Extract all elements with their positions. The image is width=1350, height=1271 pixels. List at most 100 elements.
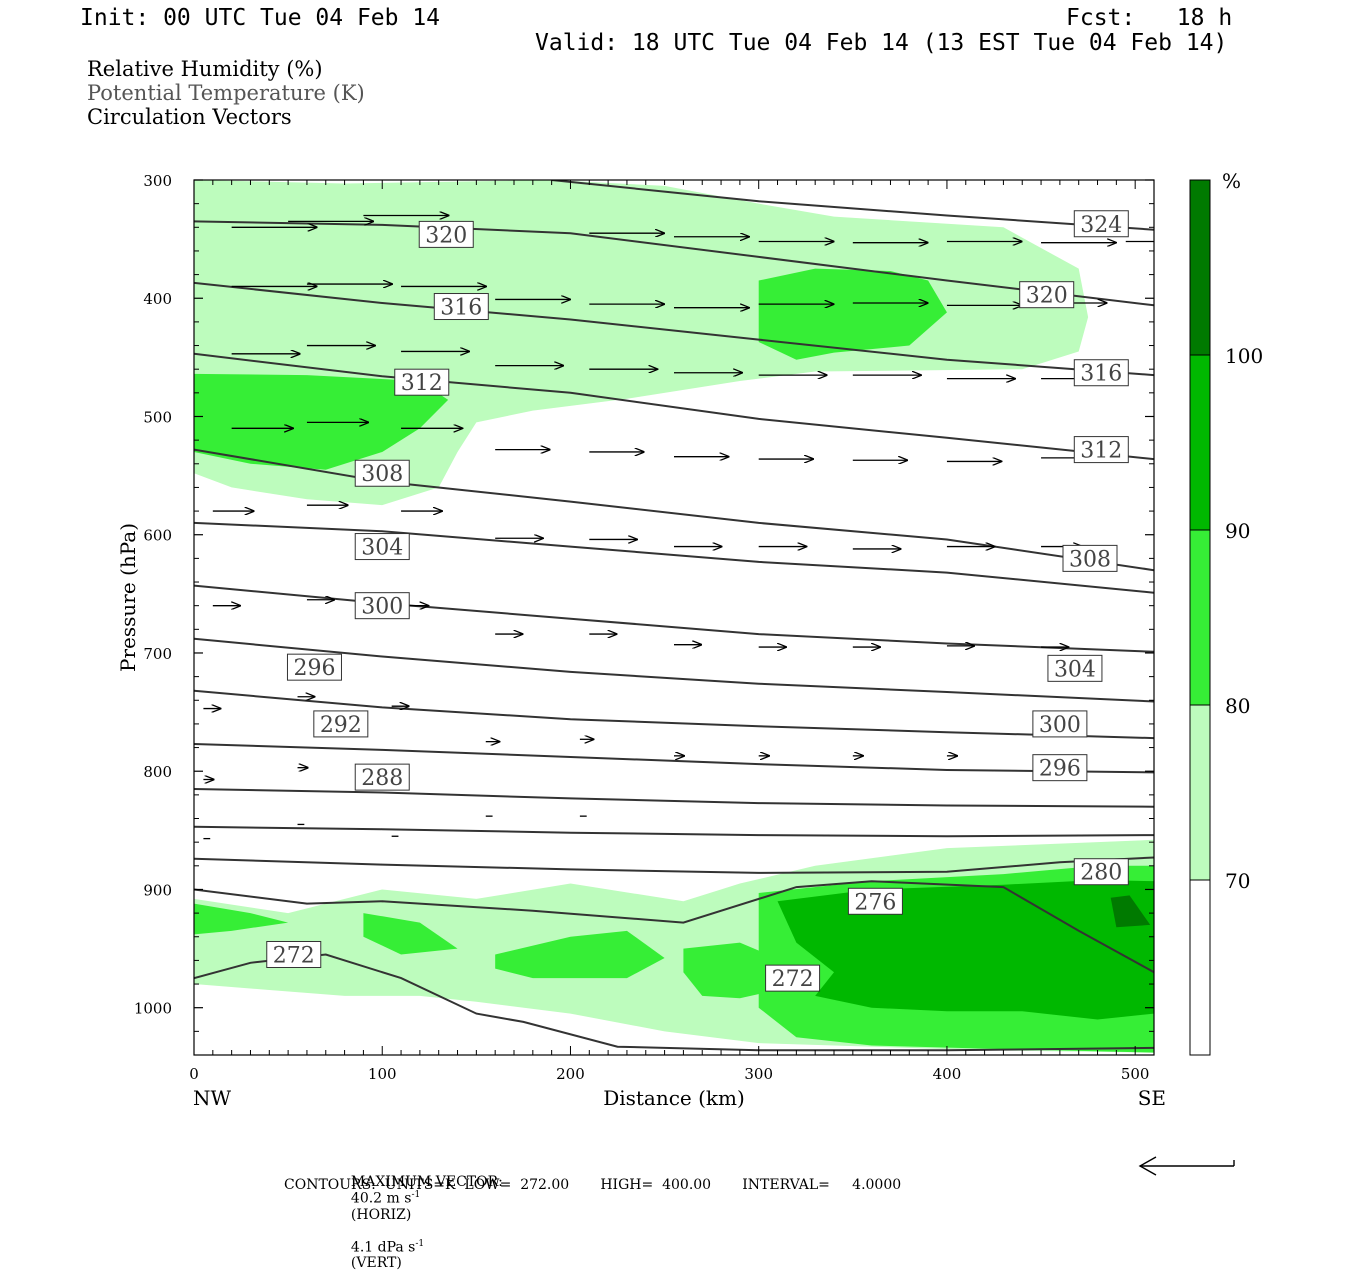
contour-label-9: 304 — [354, 533, 410, 561]
contour-label-0: 324 — [1073, 210, 1129, 238]
contour-label-box — [765, 964, 821, 992]
contour-label-text: 292 — [320, 713, 362, 738]
y-tick-label-800: 800 — [143, 763, 172, 781]
y-tick-label-300: 300 — [143, 172, 172, 190]
contour-label-text: 300 — [1039, 713, 1081, 738]
rh-region-100-10 — [1110, 895, 1151, 928]
contour-label-text: 288 — [361, 766, 403, 791]
isentrope-284 — [194, 825, 1154, 838]
vert-tag: (VERT) — [350, 1255, 402, 1271]
colorbar-label-80: 80 — [1225, 694, 1250, 718]
contour-label-text: 296 — [1039, 757, 1081, 782]
contour-label-2: 320 — [1019, 281, 1075, 309]
max-vector-line: MAXIMUM VECTOR: 40.2 m s-1 (HORIZ) 4.1 d… — [342, 1158, 503, 1271]
x-tick-label-400: 400 — [933, 1065, 962, 1083]
isentrope-316 — [194, 281, 1154, 377]
contour-label-box — [394, 368, 450, 396]
contour-label-box — [1032, 710, 1088, 738]
contour-label-text: 276 — [854, 890, 896, 915]
isentrope-320 — [194, 220, 1154, 307]
contour-label-box — [1062, 544, 1118, 572]
x-tick-label-0: 0 — [189, 1065, 199, 1083]
contour-label-text: 320 — [425, 223, 467, 248]
contour-label-10: 304 — [1047, 654, 1103, 682]
contour-label-box — [847, 887, 903, 915]
contour-label-box — [1073, 359, 1129, 387]
contour-label-text: 296 — [293, 656, 335, 681]
y-tick-label-500: 500 — [143, 408, 172, 426]
x-axis-label: Distance (km) — [603, 1086, 745, 1110]
contour-label-1: 320 — [418, 220, 474, 248]
contour-label-box — [354, 592, 410, 620]
theta-title: Potential Temperature (K) — [87, 81, 365, 105]
contour-label-6: 312 — [1073, 436, 1129, 464]
contour-label-box — [266, 940, 322, 968]
contour-label-box — [354, 763, 410, 791]
valid-time: Valid: 18 UTC Tue 04 Feb 14 (13 EST Tue … — [535, 30, 1228, 56]
vert-exponent: -1 — [415, 1238, 425, 1249]
contour-info: CONTOURS: UNITS=K LOW= 272.00 HIGH= 400.… — [284, 1177, 902, 1193]
contour-label-box — [1073, 436, 1129, 464]
cross-section-chart: 324 320 320 316 316 312 312 308 308 304 304 300 300 2… — [116, 169, 1263, 1110]
contour-label-text: 320 — [1026, 284, 1068, 309]
colorbar-band-0 — [1189, 179, 1211, 356]
contour-label-14: 296 — [1032, 754, 1088, 782]
contour-label-15: 292 — [313, 710, 369, 738]
rh-region-80-7 — [683, 942, 778, 999]
contour-label-18: 276 — [847, 887, 903, 915]
reference-vector-icon — [1138, 1156, 1235, 1176]
isentrope-296 — [194, 637, 1154, 703]
y-tick-label-700: 700 — [143, 645, 172, 663]
contour-label-text: 308 — [361, 462, 403, 487]
x-tick-label-200: 200 — [556, 1065, 585, 1083]
contour-label-7: 308 — [354, 459, 410, 487]
contour-label-box — [286, 653, 342, 681]
init-time: Init: 00 UTC Tue 04 Feb 14 — [80, 5, 441, 31]
contour-label-box — [354, 533, 410, 561]
contour-label-layer: 324 320 320 316 316 312 312 308 308 304 304 300 300 2… — [266, 210, 1129, 992]
x-tick-label-100: 100 — [368, 1065, 397, 1083]
isentrope-324 — [551, 180, 1154, 231]
contour-label-box — [1019, 281, 1075, 309]
colorbar-band-3 — [1189, 704, 1211, 881]
axis-layer: 300 400 500 600 700 800 900 1000 0 100 200 300 400 50… — [116, 172, 1166, 1110]
x-tick-label-500: 500 — [1121, 1065, 1150, 1083]
contour-label-box — [313, 710, 369, 738]
x-end-label-left: NW — [193, 1086, 232, 1110]
rh-title: Relative Humidity (%) — [87, 57, 323, 81]
contour-label-box — [433, 293, 489, 321]
y-tick-label-1000: 1000 — [134, 1000, 172, 1018]
x-end-label-right: SE — [1138, 1086, 1166, 1110]
horiz-tag: (HORIZ) — [350, 1206, 412, 1223]
contour-label-3: 316 — [433, 293, 489, 321]
colorbar: 100 90 80 70% — [1189, 169, 1263, 1056]
contour-label-4: 316 — [1073, 359, 1129, 387]
rh-region-80-6 — [495, 930, 665, 979]
isentrope-292 — [194, 689, 1154, 740]
isentrope-312 — [194, 352, 1154, 461]
contour-label-text: 300 — [361, 595, 403, 620]
contour-label-text: 272 — [772, 967, 814, 992]
max-vector-label: MAXIMUM VECTOR: — [350, 1174, 503, 1190]
x-tick-label-300: 300 — [744, 1065, 773, 1083]
isentrope-300 — [194, 584, 1154, 653]
colorbar-band-1 — [1189, 354, 1211, 531]
contour-label-text: 316 — [440, 296, 482, 321]
rh-region-80-4 — [194, 903, 289, 935]
contour-label-8: 308 — [1062, 544, 1118, 572]
colorbar-band-2 — [1189, 529, 1211, 706]
colorbar-label-100: 100 — [1225, 344, 1263, 368]
max-horiz-value: 40.2 m s — [350, 1190, 412, 1207]
isentrope-276 — [194, 880, 1154, 974]
contour-label-11: 300 — [354, 592, 410, 620]
isentrope-286 — [194, 788, 1154, 808]
contour-label-box — [1073, 210, 1129, 238]
colorbar-label-90: 90 — [1225, 519, 1250, 543]
isentrope-308 — [194, 448, 1154, 572]
colorbar-band-4 — [1189, 879, 1211, 1056]
vectors-title: Circulation Vectors — [87, 105, 292, 129]
contour-label-text: 280 — [1080, 861, 1122, 886]
contour-label-20: 272 — [765, 964, 821, 992]
contour-label-text: 316 — [1080, 362, 1122, 387]
isentrope-304 — [194, 521, 1154, 594]
